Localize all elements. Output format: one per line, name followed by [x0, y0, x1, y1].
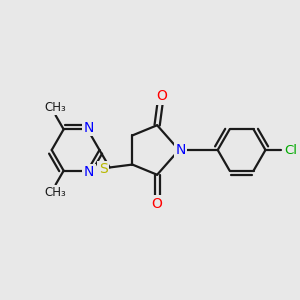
Text: N: N	[175, 143, 186, 157]
Text: CH₃: CH₃	[45, 186, 67, 199]
Text: N: N	[84, 121, 94, 135]
Text: N: N	[84, 165, 94, 179]
Text: Cl: Cl	[284, 143, 297, 157]
Text: O: O	[152, 197, 163, 211]
Text: CH₃: CH₃	[45, 101, 67, 114]
Text: S: S	[99, 162, 108, 176]
Text: O: O	[156, 89, 167, 103]
